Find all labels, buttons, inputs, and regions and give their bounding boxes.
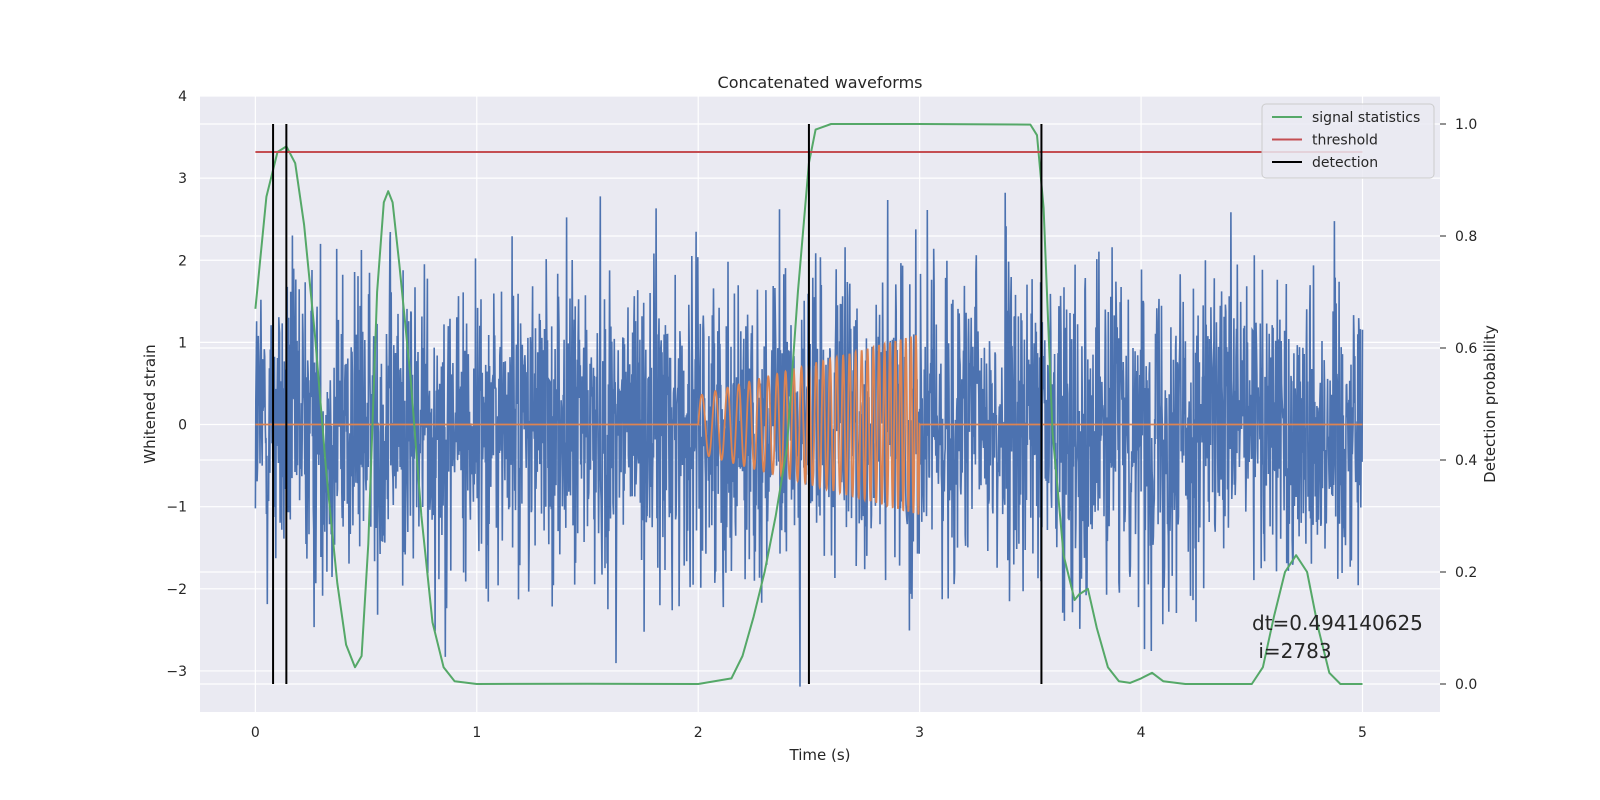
legend-label: detection [1312, 155, 1378, 171]
y-tick-label: −1 [166, 500, 187, 516]
x-tick-label: 2 [694, 725, 703, 741]
x-tick-label: 3 [915, 725, 924, 741]
annotation-i: i=2783 [1252, 639, 1332, 663]
x-tick-label: 0 [251, 725, 260, 741]
y-tick-label: −2 [166, 582, 187, 598]
axes: 0 1 2 3 4 5 −3 −2 −1 0 1 2 3 4 0.0 0.2 0.4 0.6 0.8 1.0 [166, 89, 1477, 741]
legend-box [1261, 103, 1435, 179]
legend-label: threshold [1312, 133, 1378, 149]
y-tick-label: 3 [178, 171, 187, 187]
y-tick-label: 4 [178, 89, 187, 105]
y2-tick-label: 0.0 [1455, 677, 1477, 693]
y-tick-label: −3 [166, 664, 187, 680]
y-tick-label: 0 [178, 418, 187, 434]
y2-axis-label: Detection probability [1481, 325, 1499, 483]
x-axis-label: Time (s) [789, 746, 851, 764]
y-axis-label: Whitened strain [141, 344, 159, 463]
y2-tick-label: 1.0 [1455, 117, 1477, 133]
x-tick-label: 5 [1358, 725, 1367, 741]
signal-statistics-line [254, 123, 1363, 685]
y2-tick-label: 0.8 [1455, 229, 1477, 245]
annotation-dt: dt=0.494140625 [1252, 611, 1423, 635]
y-tick-label: 1 [178, 335, 187, 351]
y2-tick-label: 0.4 [1455, 453, 1477, 469]
chart-title: Concatenated waveforms [718, 73, 923, 92]
x-tick-label: 4 [1137, 725, 1146, 741]
y2-tick-label: 0.2 [1455, 565, 1477, 581]
legend: signal statistics threshold detection [1261, 103, 1435, 179]
x-tick-label: 1 [472, 725, 481, 741]
y2-tick-label: 0.6 [1455, 341, 1477, 357]
y-tick-label: 2 [178, 253, 187, 269]
legend-label: signal statistics [1312, 110, 1420, 126]
